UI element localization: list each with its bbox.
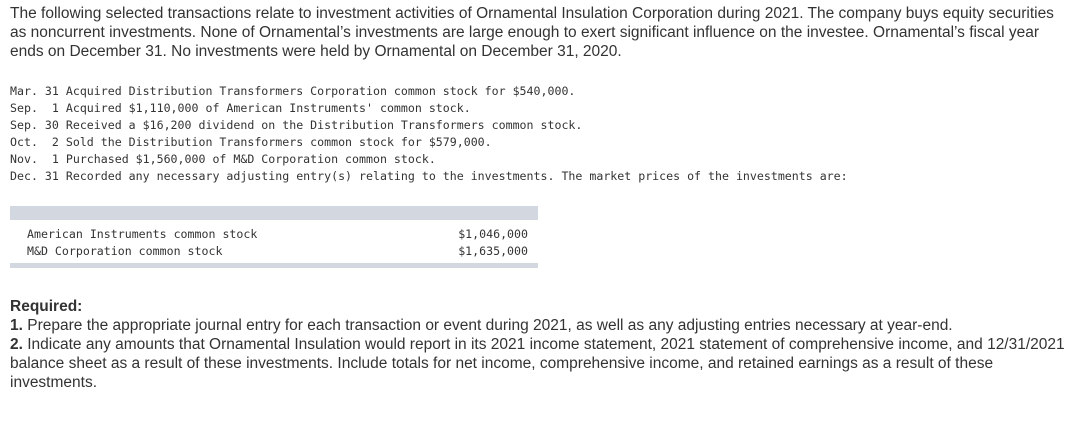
required-item-number: 1. [10, 317, 23, 334]
table-footer-band [10, 263, 538, 268]
market-price-value: $1,046,000 [458, 227, 528, 241]
required-item-number: 2. [10, 336, 23, 353]
investment-name: American Instruments common stock [27, 227, 258, 241]
transaction-row: Oct. 2 Sold the Distribution Transformer… [10, 134, 1070, 151]
transaction-date: Nov. 1 [10, 152, 59, 166]
transaction-text: Acquired $1,110,000 of American Instrume… [65, 101, 471, 115]
market-price-table: American Instruments common stock $1,046… [10, 206, 538, 268]
transaction-date: Mar. 31 [10, 84, 59, 98]
required-section: Required: 1. Prepare the appropriate jou… [10, 297, 1070, 392]
table-row: American Instruments common stock $1,046… [10, 226, 538, 243]
transaction-text: Recorded any necessary adjusting entry(s… [65, 169, 848, 183]
transaction-text: Purchased $1,560,000 of M&D Corporation … [65, 152, 436, 166]
required-item: 1. Prepare the appropriate journal entry… [10, 316, 1070, 335]
required-item: 2. Indicate any amounts that Ornamental … [10, 335, 1070, 392]
transaction-text: Acquired Distribution Transformers Corpo… [65, 84, 576, 98]
transaction-text: Received a $16,200 dividend on the Distr… [65, 118, 583, 132]
transaction-row: Nov. 1 Purchased $1,560,000 of M&D Corpo… [10, 151, 1070, 168]
transaction-row: Sep. 30 Received a $16,200 dividend on t… [10, 117, 1070, 134]
market-price-value: $1,635,000 [458, 244, 528, 258]
required-item-text: Indicate any amounts that Ornamental Ins… [10, 336, 1065, 391]
transaction-date: Sep. 1 [10, 101, 59, 115]
investment-name: M&D Corporation common stock [27, 244, 223, 258]
problem-intro: The following selected transactions rela… [10, 5, 1054, 60]
required-heading: Required: [10, 298, 83, 315]
table-row: M&D Corporation common stock $1,635,000 [10, 243, 538, 260]
transaction-date: Oct. 2 [10, 135, 59, 149]
transaction-text: Sold the Distribution Transformers commo… [65, 135, 492, 149]
transaction-row: Dec. 31 Recorded any necessary adjusting… [10, 168, 1070, 185]
transaction-row: Mar. 31 Acquired Distribution Transforme… [10, 83, 1070, 100]
table-header-band [10, 206, 538, 220]
transaction-row: Sep. 1 Acquired $1,110,000 of American I… [10, 100, 1070, 117]
table-body: American Instruments common stock $1,046… [10, 220, 538, 263]
required-item-text: Prepare the appropriate journal entry fo… [27, 317, 953, 334]
transaction-date: Sep. 30 [10, 118, 59, 132]
transaction-list: Mar. 31 Acquired Distribution Transforme… [10, 83, 1070, 185]
transaction-date: Dec. 31 [10, 169, 59, 183]
